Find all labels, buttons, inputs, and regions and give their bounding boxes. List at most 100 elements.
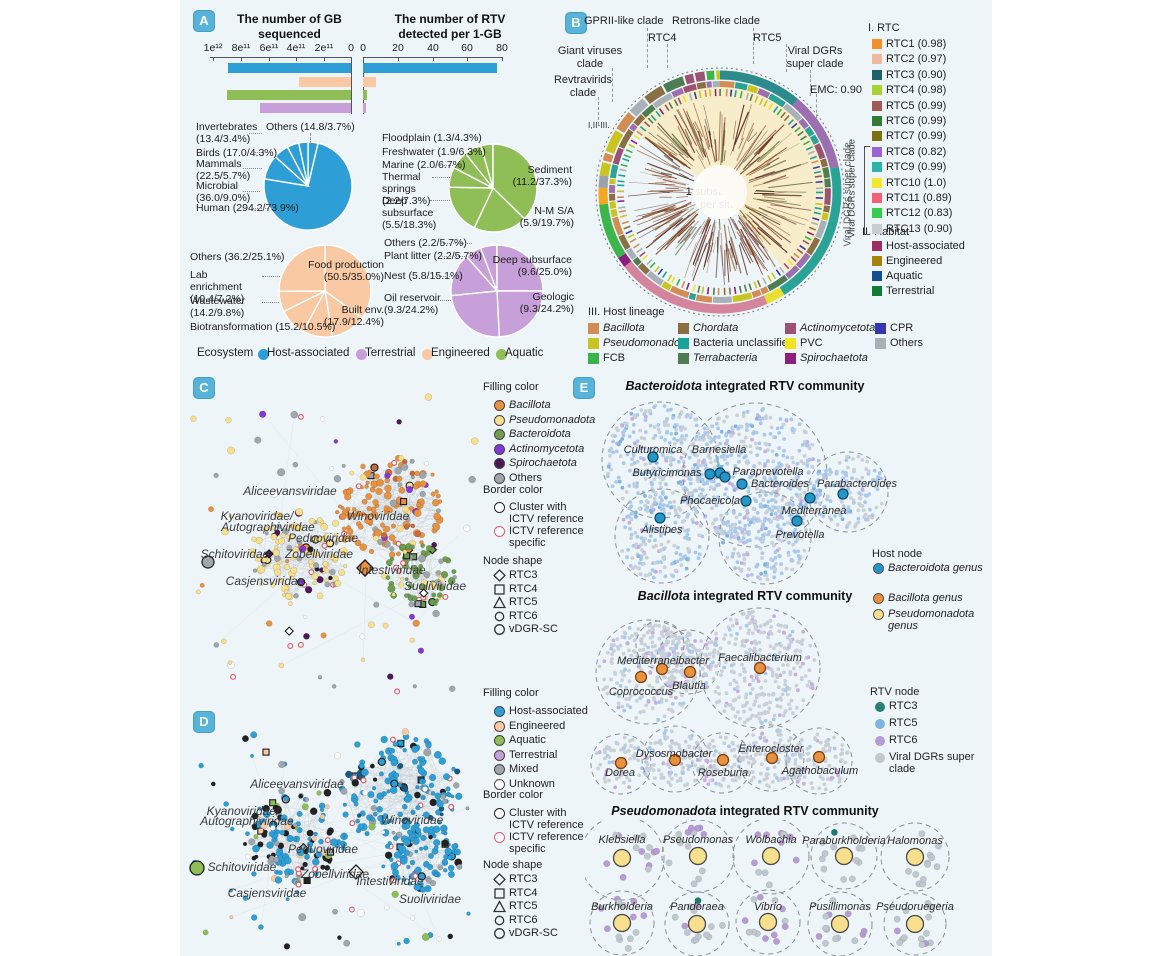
rtc-swatch-10 bbox=[872, 177, 882, 188]
shape-glyph-square bbox=[494, 583, 505, 595]
virus-family-label-Zobellviridae: Zobellviridae bbox=[284, 547, 354, 561]
rtv-dots bbox=[741, 893, 789, 945]
tick-mark bbox=[269, 57, 270, 61]
pie-aquatic bbox=[448, 143, 538, 233]
pie-label-nest: Nest (5.8/15.1%) bbox=[384, 270, 463, 282]
ecosystem-dot-aquatic bbox=[496, 349, 507, 360]
virus-family-label-Peduoviridae: Peduoviridae bbox=[287, 531, 359, 545]
border-legend-swatch bbox=[494, 502, 505, 513]
pseudomonadota-community bbox=[585, 820, 950, 956]
panel-c-fill-legend-title: Filling color bbox=[483, 381, 539, 393]
rtv-node-swatch bbox=[875, 702, 885, 712]
feature-gray-node bbox=[201, 555, 215, 569]
pie-terrestrial bbox=[450, 244, 544, 338]
right-axis-tick: 60 bbox=[461, 42, 473, 54]
fill-legend-swatch bbox=[494, 764, 505, 775]
rtc-swatch-2 bbox=[872, 54, 882, 65]
genus-label-Roseburia: Roseburia bbox=[697, 767, 749, 779]
pie-engineered bbox=[278, 244, 372, 338]
genus-label-Barnesiella: Barnesiella bbox=[691, 444, 747, 456]
tree-branches bbox=[627, 102, 813, 285]
feature-diamond bbox=[356, 559, 374, 577]
community-dots bbox=[741, 728, 802, 789]
pie-leader bbox=[254, 152, 266, 153]
virus-family-label-Suoliviridae: Suoliviridae bbox=[403, 579, 467, 593]
pie-leader bbox=[440, 165, 453, 166]
host-node-label: Pseudomonadota genus bbox=[888, 608, 975, 632]
virus-family-label-Peduoviridae: Peduoviridae bbox=[287, 842, 359, 856]
genus-label-Prevotella: Prevotella bbox=[775, 529, 825, 541]
pie-label-invertebrates: Invertebrates (13.4/3.4%) bbox=[196, 121, 258, 146]
lineage-legend-label: Chordata bbox=[693, 322, 739, 334]
rtv-node-swatch bbox=[875, 736, 885, 746]
right-axis-tick: 80 bbox=[496, 42, 508, 54]
rtc-swatch-9 bbox=[872, 162, 882, 173]
bacteroidota-community bbox=[601, 401, 889, 585]
pie-label-marine: Marine (2.0/6.7%) bbox=[382, 159, 466, 171]
community-dots bbox=[720, 498, 808, 582]
tick-mark bbox=[351, 57, 352, 61]
lineage-legend-label: Pseudomonadota bbox=[603, 337, 690, 349]
host-node-label: Bacteroidota genus bbox=[888, 562, 983, 574]
lineage-swatch bbox=[785, 323, 796, 334]
phylogenetic-tree bbox=[595, 67, 845, 317]
shape-legend-label: vDGR-SC bbox=[509, 927, 558, 939]
border-legend-label: Cluster with ICTV reference bbox=[509, 807, 584, 831]
lineage-legend-label: Bacteria unclassified bbox=[693, 337, 794, 349]
pie-slice-Others bbox=[479, 244, 498, 292]
pie-slice-Invertebrates bbox=[297, 141, 309, 187]
rtc-legend-label: RTC10 (1.0) bbox=[886, 176, 947, 189]
genus-label-Pandoraea: Pandoraea bbox=[670, 901, 724, 913]
community-dots bbox=[646, 728, 705, 788]
pie-slice-Geologic bbox=[496, 290, 544, 338]
pie-label-oil: Oil reservoir (9.3/24.2%) bbox=[384, 292, 441, 317]
right-axis-tick: 0 bbox=[360, 42, 366, 54]
genus-label-Pseudomonas: Pseudomonas bbox=[662, 834, 734, 846]
genus-label-Dorea: Dorea bbox=[605, 767, 635, 779]
genus-label-Vibrio: Vibrio bbox=[754, 901, 782, 913]
shape-glyph-circle bbox=[494, 611, 505, 621]
rtv-dots bbox=[893, 899, 935, 949]
fill-legend-label: Unknown bbox=[509, 777, 555, 790]
virus-family-label-Casjensviridae: Casjensviridae bbox=[225, 574, 305, 588]
pie-leader bbox=[432, 276, 452, 277]
title-italic-word: Bacillota bbox=[637, 589, 690, 603]
fill-legend-swatch bbox=[494, 706, 505, 717]
rtc-legend-title: I. RTC bbox=[868, 22, 900, 34]
pie-slice-Oil reservoir bbox=[450, 290, 501, 338]
pie-leader bbox=[249, 133, 262, 134]
rtc-swatch-6 bbox=[872, 116, 882, 126]
shape-legend-label: RTC5 bbox=[509, 596, 538, 608]
rtc-legend-label: RTC9 (0.99) bbox=[886, 161, 947, 174]
virus-family-label-Winoviridae: Winoviridae bbox=[346, 509, 410, 523]
community-dots bbox=[811, 454, 884, 529]
fill-legend-swatch bbox=[494, 720, 505, 732]
gb-bar-2 bbox=[226, 89, 351, 100]
revtravirids-clade-label: Revtravirids clade bbox=[553, 74, 613, 100]
fill-legend-swatch bbox=[494, 458, 505, 469]
genus-label-Pusillimonas: Pusillimonas bbox=[809, 901, 871, 913]
lineage-legend-label: Bacillota bbox=[603, 322, 645, 334]
shape-legend-label: RTC4 bbox=[509, 582, 538, 595]
shape-legend-label: RTC6 bbox=[509, 913, 538, 926]
ecosystem-dot-host-associated bbox=[258, 349, 269, 360]
genus-label-Bacteroides: Bacteroides bbox=[750, 478, 810, 490]
genus-label-Paraburkholderia: Paraburkholderia bbox=[802, 835, 886, 847]
virus-family-label-Suoliviridae: Suoliviridae bbox=[398, 892, 462, 906]
host-node-label: Bacillota genus bbox=[888, 592, 963, 604]
pie-label-deep: Deep subsurface (9.6/25.0%) bbox=[492, 254, 572, 279]
rtv-dots bbox=[751, 829, 800, 889]
retrons-clade-label: Retrons-like clade bbox=[672, 15, 761, 27]
pie-slice-N-M S/A bbox=[473, 186, 526, 233]
ecosystem-dot-engineered bbox=[422, 349, 433, 360]
rtc-swatch-4 bbox=[872, 85, 882, 96]
community-dots bbox=[594, 735, 650, 790]
fill-legend-swatch bbox=[494, 443, 505, 455]
border-legend-label: Cluster with ICTV reference bbox=[509, 501, 584, 525]
genus-label-Butyricimonas: Butyricimonas bbox=[632, 467, 702, 479]
panel-d-fill-legend-title: Filling color bbox=[483, 687, 539, 699]
rtv-dots bbox=[603, 831, 660, 881]
rtv-dots bbox=[597, 895, 648, 952]
virus-family-label-Kyanoviridae: Kyanoviridae/ bbox=[220, 509, 294, 523]
shape-glyph-diamond bbox=[493, 569, 506, 582]
